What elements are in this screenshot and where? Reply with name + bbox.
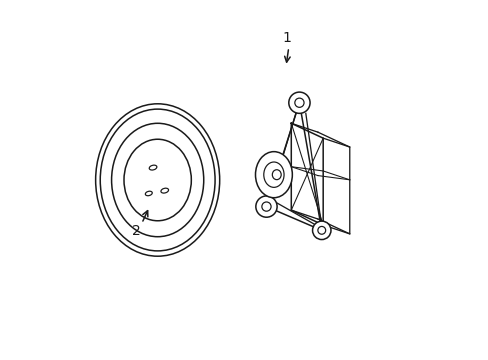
Circle shape: [262, 202, 270, 211]
Ellipse shape: [124, 139, 191, 221]
Text: 1: 1: [282, 31, 291, 45]
Circle shape: [288, 92, 309, 113]
Ellipse shape: [255, 152, 292, 198]
Text: 2: 2: [132, 224, 141, 238]
Circle shape: [294, 98, 304, 107]
Circle shape: [312, 221, 330, 239]
Ellipse shape: [272, 170, 281, 180]
Ellipse shape: [145, 191, 152, 196]
Circle shape: [317, 226, 325, 234]
Ellipse shape: [263, 162, 284, 187]
Ellipse shape: [161, 188, 168, 193]
Ellipse shape: [149, 165, 157, 170]
Circle shape: [255, 196, 277, 217]
Ellipse shape: [111, 123, 203, 237]
Ellipse shape: [96, 104, 219, 256]
